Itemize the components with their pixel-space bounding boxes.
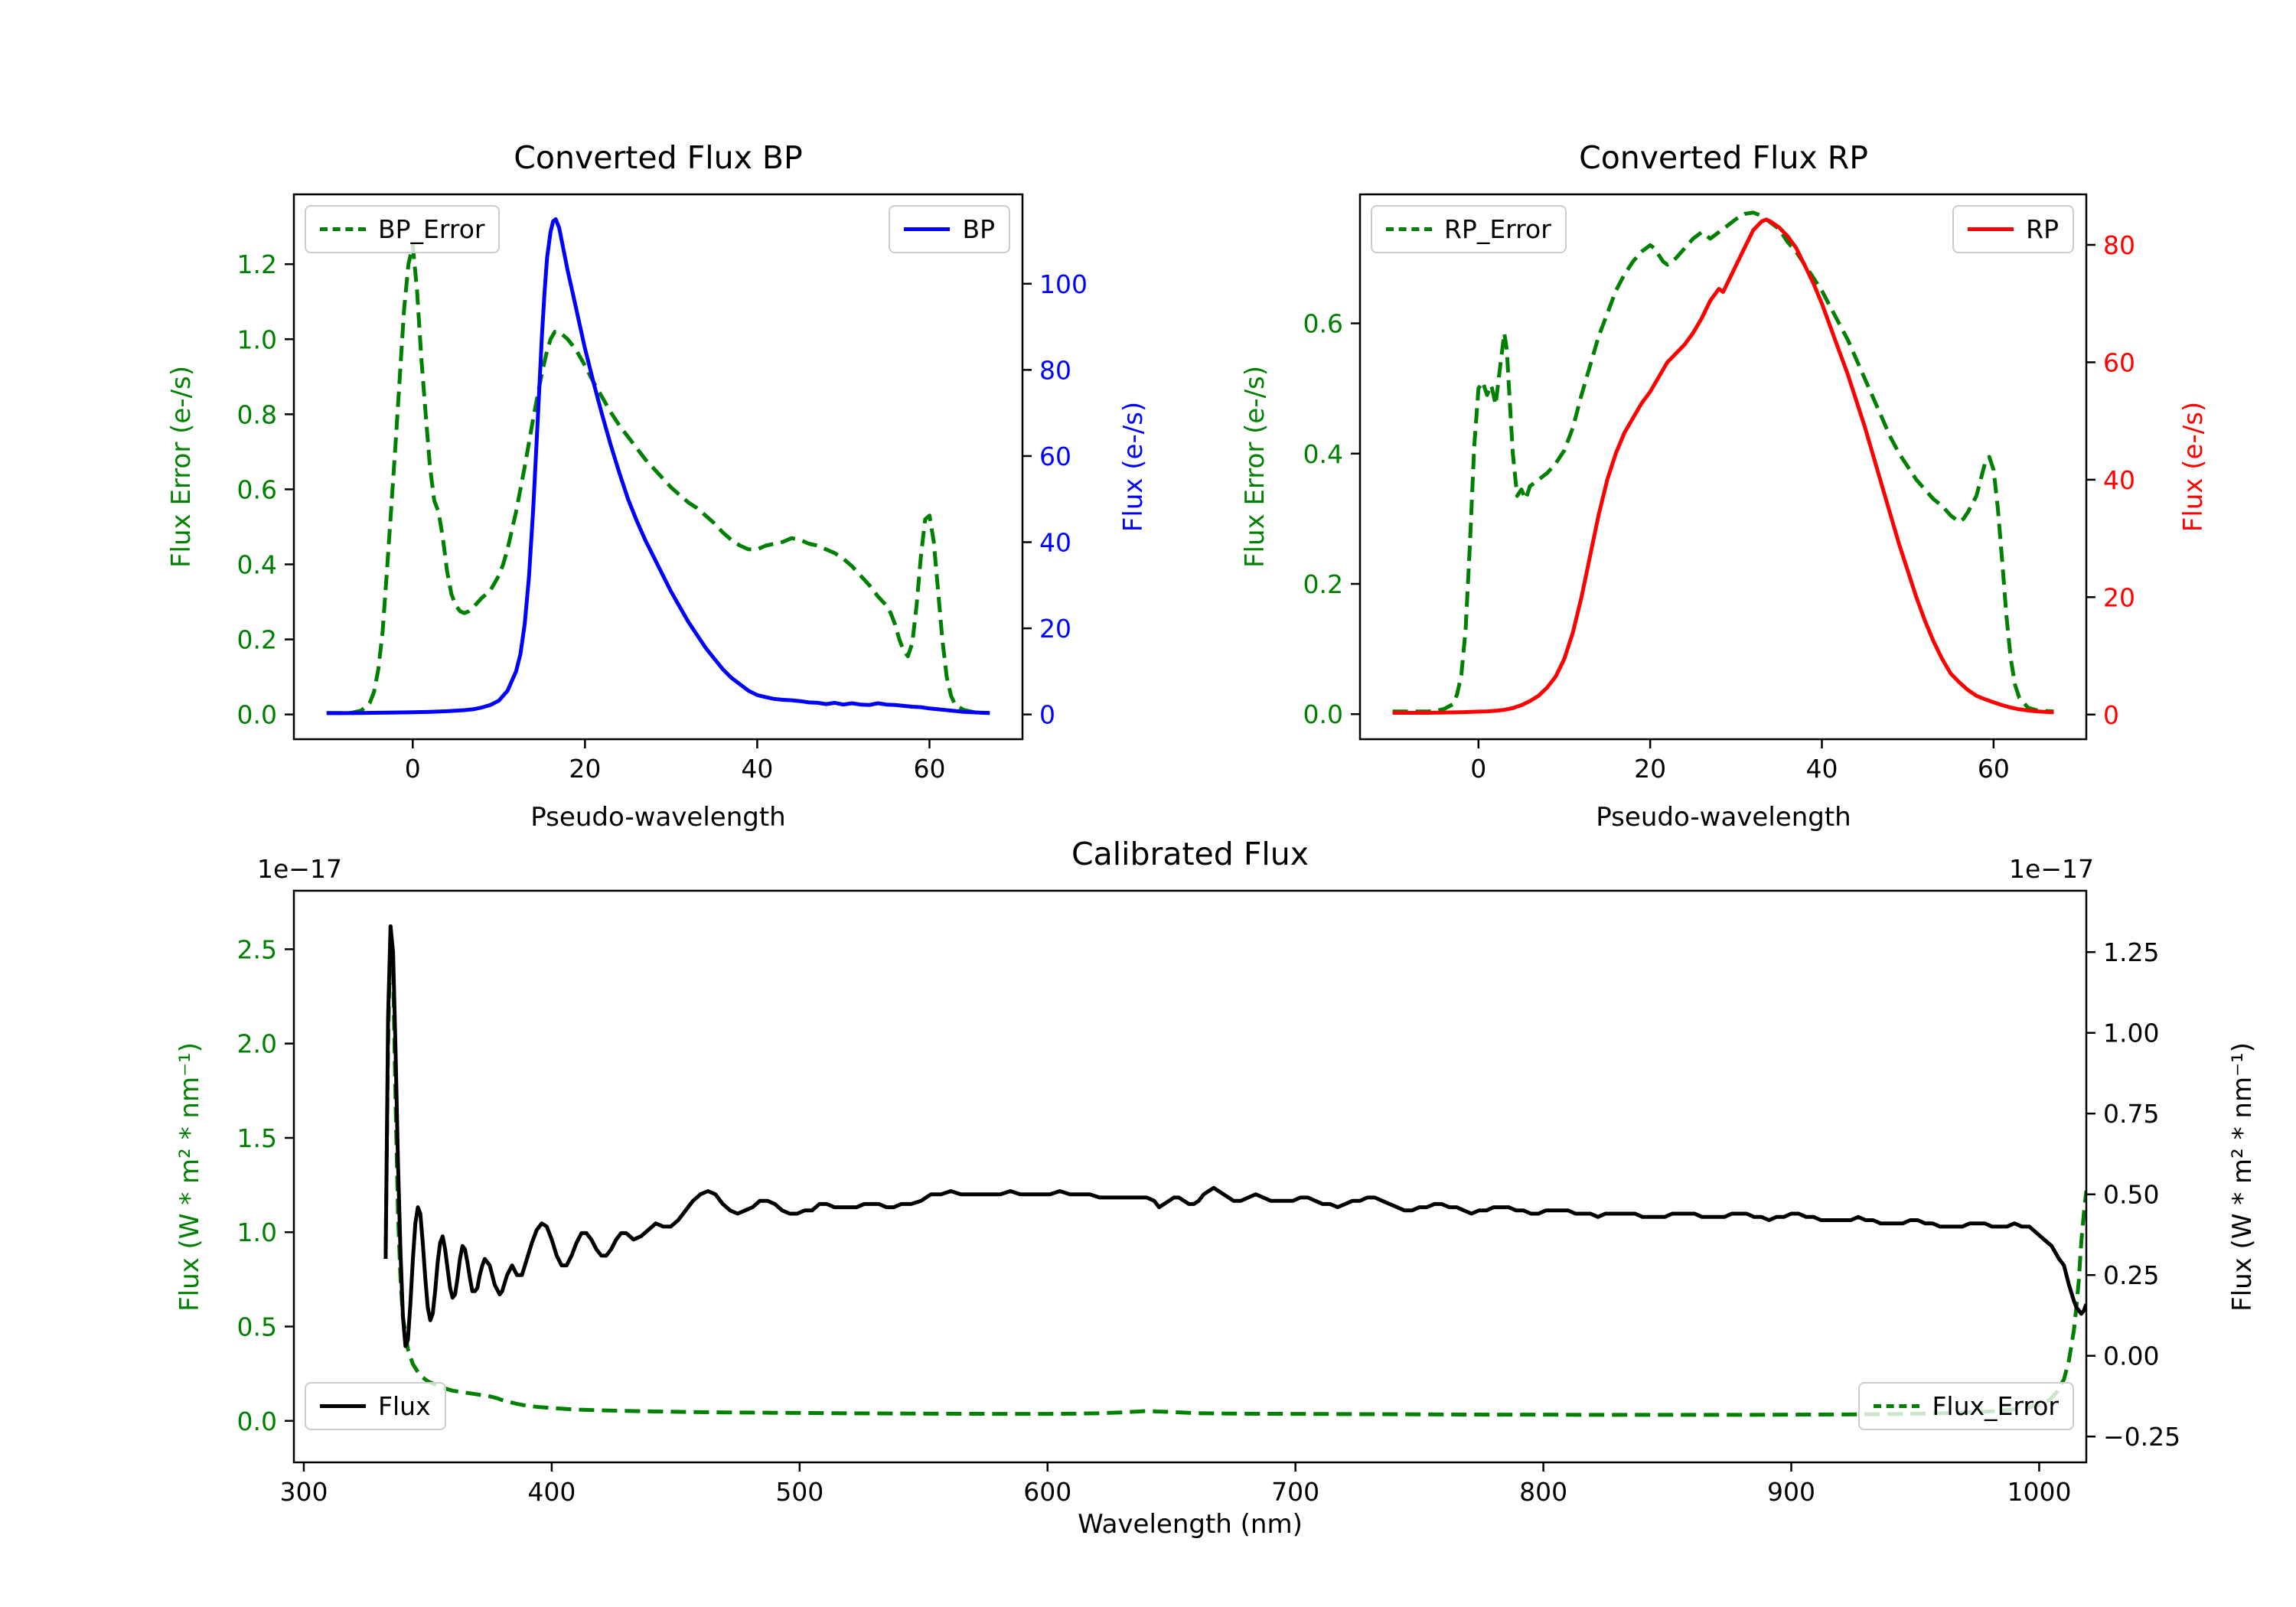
legend-line-sample — [904, 227, 951, 231]
y-tick-label-left: 0.0 — [237, 1407, 277, 1436]
y-tick-label-left: 2.0 — [237, 1029, 277, 1059]
y-axis-label-right-rp: Flux (e-/s) — [2178, 401, 2209, 533]
y-tick-label-left: 1.0 — [237, 1217, 277, 1247]
x-axis-label-bp: Pseudo-wavelength — [530, 802, 786, 833]
y-tick-label-right: 20 — [2103, 582, 2135, 612]
y-tick-label-left: 0.0 — [1303, 699, 1343, 729]
legend-flux: Flux — [305, 1382, 446, 1430]
y-tick-label-right: 80 — [2103, 230, 2135, 260]
x-tick-label: 600 — [1023, 1477, 1071, 1507]
legend-label: BP — [962, 214, 995, 244]
y-tick-label-left: 0.8 — [237, 399, 277, 429]
y-tick-label-right: 1.00 — [2103, 1019, 2159, 1048]
chart-title-bp: Converted Flux BP — [514, 139, 803, 176]
y-axis-label-left-calibrated: Flux (W * m² * nm⁻¹) — [174, 1042, 205, 1312]
x-tick-label: 40 — [741, 754, 773, 784]
y-tick-label-left: 2.5 — [237, 934, 277, 964]
x-tick-label: 700 — [1271, 1477, 1319, 1507]
x-tick-label: 60 — [1978, 754, 2010, 784]
legend-line-sample — [1874, 1404, 1920, 1408]
legend-bp-error: BP_Error — [305, 205, 501, 253]
y-tick-label-right: 1.25 — [2103, 937, 2159, 967]
x-tick-label: 1000 — [2007, 1477, 2071, 1507]
x-tick-label: 40 — [1806, 754, 1838, 784]
x-tick-label: 800 — [1519, 1477, 1567, 1507]
y-tick-label-right: 80 — [1039, 355, 1071, 385]
y-tick-label-left: 0.2 — [237, 625, 277, 655]
x-tick-label: 60 — [913, 754, 945, 784]
y-tick-label-left: 1.0 — [237, 324, 277, 354]
legend-label: BP_Error — [378, 214, 485, 244]
y-tick-label-right: −0.25 — [2103, 1422, 2180, 1452]
y-tick-label-right: 0.75 — [2103, 1099, 2159, 1129]
y-tick-label-left: 0.4 — [237, 549, 277, 579]
y-tick-label-left: 1.5 — [237, 1123, 277, 1153]
y-tick-label-right: 0.25 — [2103, 1260, 2159, 1290]
legend-bp: BP — [889, 205, 1010, 253]
y-tick-label-right: 0 — [1039, 700, 1055, 730]
x-tick-label: 20 — [1634, 754, 1666, 784]
legend-label: Flux_Error — [1932, 1391, 2059, 1421]
chart-title-calibrated: Calibrated Flux — [1071, 836, 1309, 872]
x-tick-label: 300 — [279, 1477, 328, 1507]
y-tick-label-right: 0.00 — [2103, 1341, 2159, 1371]
legend-line-sample — [1386, 227, 1432, 231]
y-tick-label-left: 0.2 — [1303, 569, 1343, 599]
legend-line-sample — [1968, 227, 2014, 231]
y-tick-label-right: 40 — [2103, 465, 2135, 495]
chart-cal: 300 400 500 600 700 800 900 1000 0.0 0.5 1.0 1.5 2.0… — [237, 889, 2180, 1507]
legend-label: RP_Error — [1444, 214, 1551, 244]
axes-frame — [292, 889, 2088, 1464]
legend-label: Flux — [378, 1391, 431, 1421]
x-tick-label: 900 — [1767, 1477, 1815, 1507]
y-tick-label-right: 0 — [2103, 700, 2119, 730]
legend-rp: RP — [1952, 205, 2074, 253]
y-tick-label-left: 0.6 — [237, 474, 277, 504]
chart-title-rp: Converted Flux RP — [1579, 139, 1868, 176]
x-tick-label: 400 — [527, 1477, 576, 1507]
legend-rp-error: RP_Error — [1371, 205, 1567, 253]
x-tick-label: 500 — [775, 1477, 823, 1507]
legend-line-sample — [320, 227, 366, 231]
y-axis-label-left-rp: Flux Error (e-/s) — [1240, 365, 1270, 569]
x-axis-label-calibrated: Wavelength (nm) — [1078, 1509, 1303, 1540]
series-line-BP_Error — [326, 243, 990, 715]
x-tick-label: 20 — [569, 754, 601, 784]
x-tick-label: 0 — [405, 754, 421, 784]
series-line-Flux — [383, 924, 2086, 1348]
x-tick-label: 0 — [1470, 754, 1486, 784]
y-tick-label-right: 0.50 — [2103, 1180, 2159, 1210]
legend-flux-error: Flux_Error — [1858, 1382, 2074, 1430]
y-tick-label-left: 1.2 — [237, 249, 277, 279]
y-tick-label-right: 100 — [1039, 269, 1088, 299]
legend-label: RP — [2026, 214, 2059, 244]
y-tick-label-right: 20 — [1039, 614, 1071, 644]
y-tick-label-right: 40 — [1039, 527, 1071, 557]
axes-frame — [292, 193, 1024, 741]
y-axis-label-right-bp: Flux (e-/s) — [1118, 401, 1149, 533]
series-line-RP — [1392, 217, 2054, 715]
y-tick-label-left: 0.5 — [237, 1312, 277, 1341]
y-axis-label-left-bp: Flux Error (e-/s) — [166, 365, 197, 569]
y-tick-label-left: 0.6 — [1303, 309, 1343, 339]
axes-frame — [1358, 193, 2088, 741]
y-tick-label-right: 60 — [2103, 347, 2135, 377]
series-line-Flux_Error — [383, 924, 2086, 1417]
chart-bp: 0 20 40 60 0.0 0.2 0.4 0.6 0.8 1.0 1.2 0 20 40 60 80 100 — [237, 193, 1088, 784]
series-line-BP — [326, 217, 990, 715]
offset-text-left: 1e−17 — [257, 854, 342, 884]
y-tick-label-right: 60 — [1039, 442, 1071, 471]
series-line-RP_Error — [1392, 210, 2054, 714]
y-axis-label-right-calibrated: Flux (W * m² * nm⁻¹) — [2227, 1042, 2258, 1312]
chart-rp: 0 20 40 60 0.0 0.2 0.4 0.6 0 20 40 60 80 — [1303, 193, 2135, 784]
y-tick-label-left: 0.0 — [237, 700, 277, 730]
x-axis-label-rp: Pseudo-wavelength — [1596, 802, 1851, 833]
offset-text-right: 1e−17 — [2009, 854, 2094, 884]
y-tick-label-left: 0.4 — [1303, 439, 1343, 469]
legend-line-sample — [320, 1404, 366, 1408]
